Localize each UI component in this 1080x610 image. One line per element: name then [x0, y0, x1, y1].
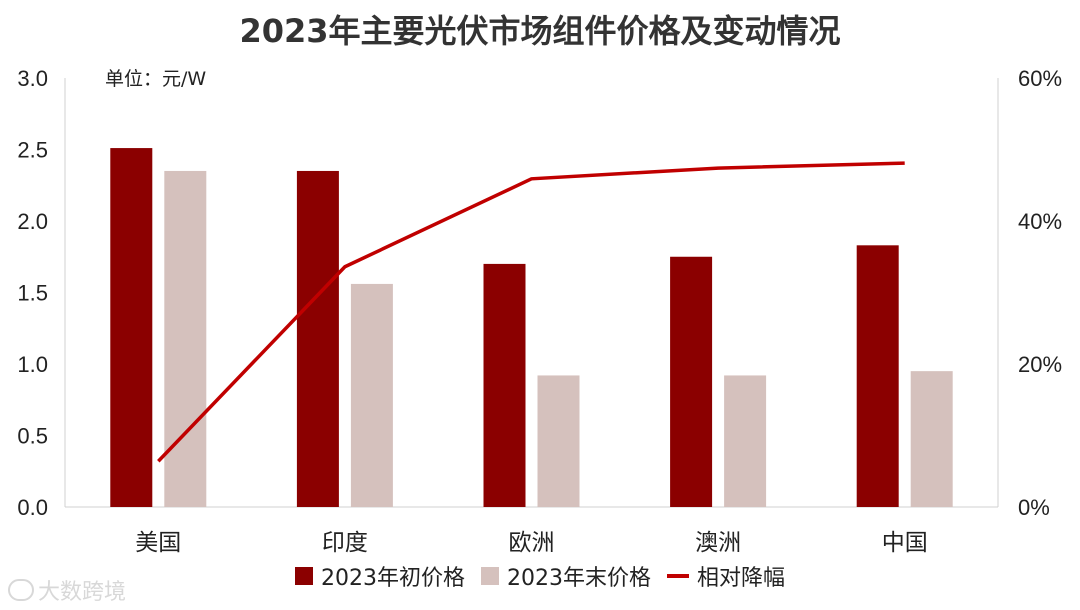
y-left-tick-label: 1.5	[17, 281, 48, 306]
bar-end-price	[724, 375, 767, 507]
legend-item-start-price: 2023年初价格	[294, 560, 465, 592]
y-right-tick-label: 20%	[1018, 352, 1062, 377]
chart-svg: 0.0 0.5 1.0 1.5 2.0 2.5 3.0 0% 20% 40% 60% 美国 印度 欧洲 澳洲…	[17, 66, 1062, 556]
legend: 2023年初价格 2023年末价格 相对降幅	[0, 560, 1080, 592]
bar-start-price	[856, 245, 899, 507]
watermark-logo-icon	[8, 579, 34, 601]
bar-end-price	[164, 170, 207, 507]
bar-start-price	[110, 148, 153, 507]
chart-title: 2023年主要光伏市场组件价格及变动情况	[239, 12, 841, 50]
y-right-tick-label: 0%	[1018, 495, 1050, 520]
legend-label-decline: 相对降幅	[696, 566, 785, 591]
unit-label: 单位：元/W	[105, 68, 207, 90]
y-right-tick-label: 60%	[1018, 66, 1062, 91]
legend-swatch-end-price	[480, 567, 499, 585]
y-left-tick-label: 2.0	[17, 209, 48, 234]
legend-item-end-price: 2023年末价格	[480, 560, 651, 592]
x-tick-label: 美国	[135, 530, 181, 556]
x-tick-label: 中国	[882, 530, 928, 556]
legend-item-decline: 相对降幅	[666, 560, 785, 592]
x-tick-label: 澳洲	[695, 530, 741, 556]
line-relative-decline	[157, 161, 905, 463]
legend-swatch-decline	[666, 574, 689, 578]
legend-label-start-price: 2023年初价格	[320, 566, 465, 591]
watermark-text: 大数跨境	[38, 580, 127, 605]
y-right-tick-label: 40%	[1018, 209, 1062, 234]
x-tick-label: 印度	[322, 530, 368, 556]
legend-swatch-start-price	[294, 567, 313, 585]
bar-start-price	[296, 170, 339, 507]
bar-start-price	[483, 263, 526, 507]
x-tick-label: 欧洲	[509, 530, 555, 556]
watermark: 大数跨境	[8, 574, 126, 606]
bar-end-price	[910, 371, 953, 507]
bar-end-price	[537, 375, 580, 507]
y-left-tick-label: 0.5	[17, 424, 48, 449]
bar-end-price	[350, 283, 393, 507]
y-left-tick-label: 0.0	[17, 495, 48, 520]
y-left-tick-label: 3.0	[17, 66, 48, 91]
y-left-tick-label: 2.5	[17, 138, 48, 163]
y-left-tick-label: 1.0	[17, 352, 48, 377]
bar-start-price	[670, 256, 713, 507]
legend-label-end-price: 2023年末价格	[506, 566, 651, 591]
